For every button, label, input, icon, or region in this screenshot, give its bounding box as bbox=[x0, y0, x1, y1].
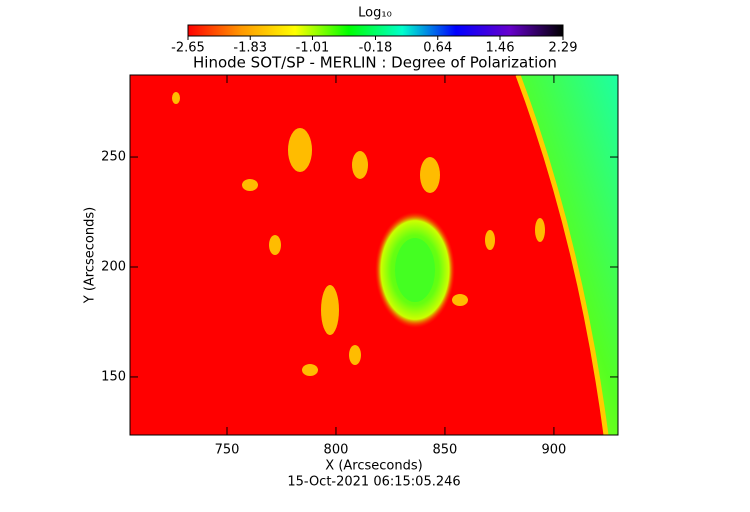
colorbar-tick-label: -1.83 bbox=[233, 41, 267, 56]
y-tick-label: 250 bbox=[101, 150, 126, 165]
chart-title: Hinode SOT/SP - MERLIN : Degree of Polar… bbox=[193, 54, 557, 72]
colorbar-tick-label: -1.01 bbox=[296, 41, 330, 56]
footer-date: 15-Oct-2021 06:15:05.246 bbox=[287, 475, 460, 490]
x-axis-label: X (Arcseconds) bbox=[325, 459, 422, 474]
colorbar-tick-label: 2.29 bbox=[549, 41, 578, 56]
colorbar-tick-label: 0.64 bbox=[423, 41, 452, 56]
y-tick-label: 200 bbox=[101, 259, 126, 274]
x-tick-label: 750 bbox=[215, 443, 240, 458]
x-tick-label: 850 bbox=[433, 443, 458, 458]
y-tick-label: 150 bbox=[101, 369, 126, 384]
solar-image bbox=[130, 75, 618, 435]
colorbar-label: Log₁₀ bbox=[358, 6, 392, 21]
colorbar-tick-label: 1.46 bbox=[486, 41, 515, 56]
colorbar-tick-label: -0.18 bbox=[359, 41, 393, 56]
colorbar-tick-label: -2.65 bbox=[171, 41, 205, 56]
y-axis-label: Y (Arcseconds) bbox=[83, 207, 98, 304]
x-tick-label: 900 bbox=[542, 443, 567, 458]
x-tick-label: 800 bbox=[324, 443, 349, 458]
colorbar bbox=[187, 24, 564, 37]
